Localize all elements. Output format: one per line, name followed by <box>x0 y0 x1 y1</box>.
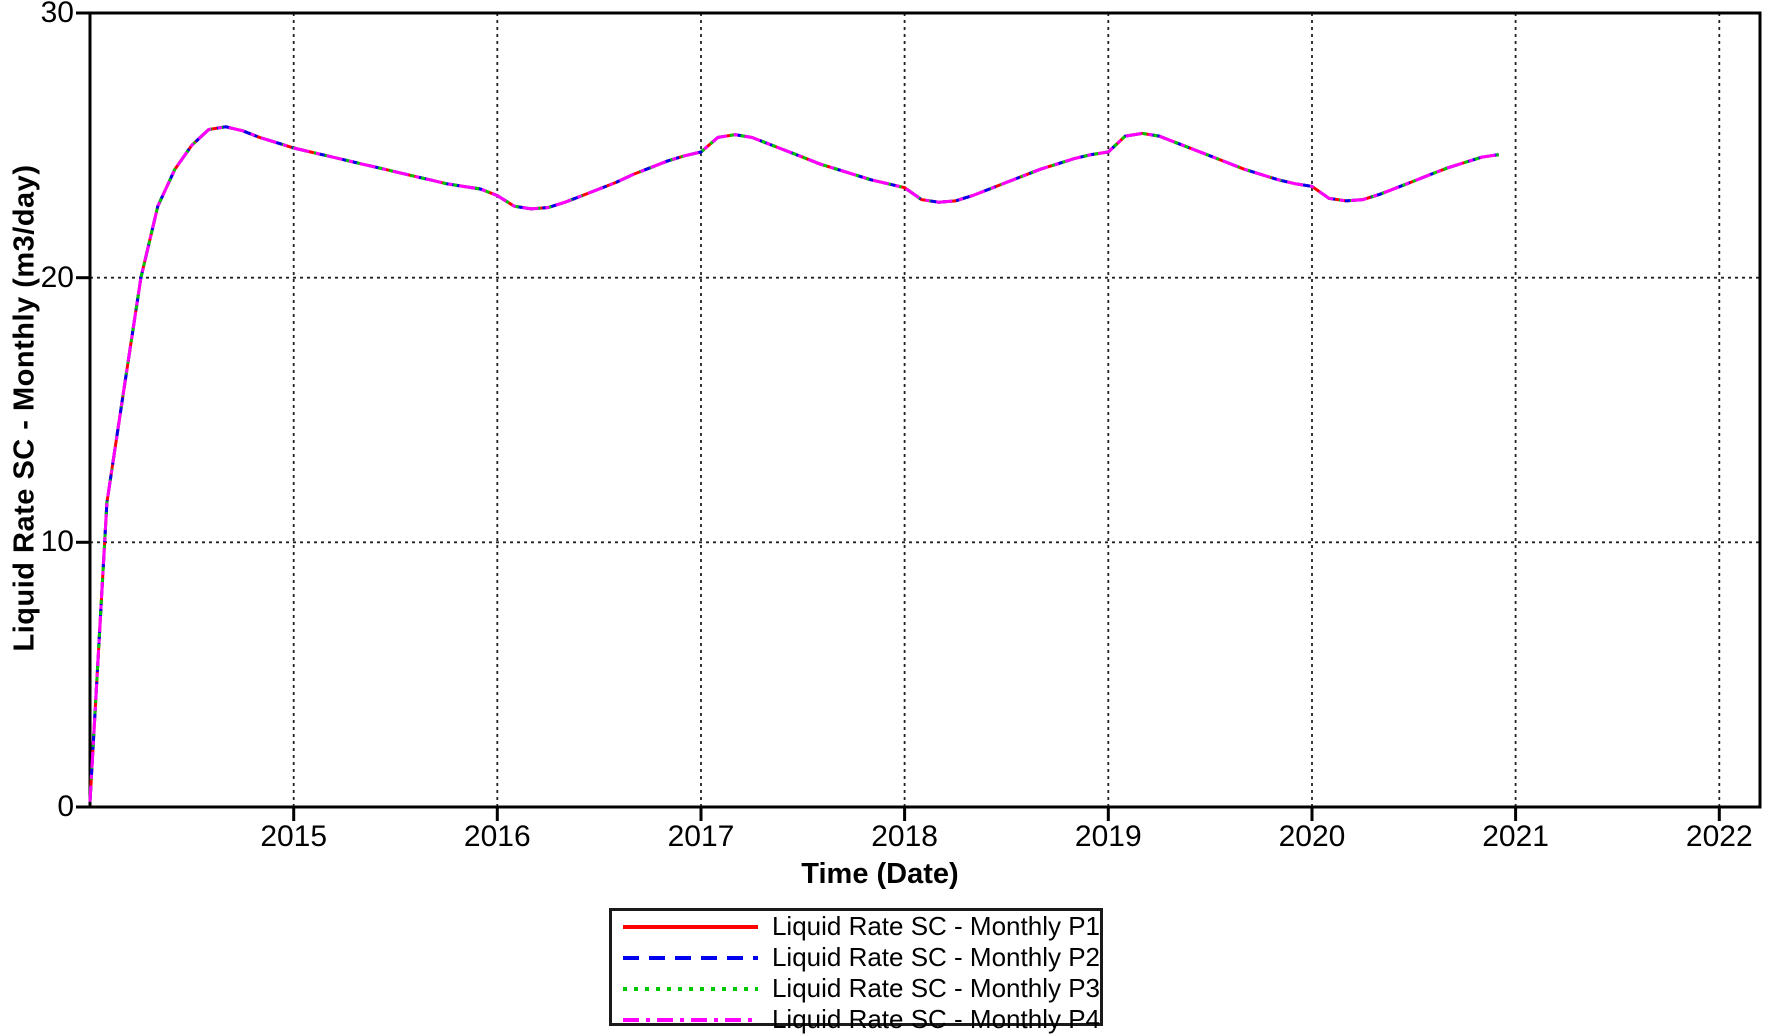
legend-label: Liquid Rate SC - Monthly P4 <box>771 1004 1100 1034</box>
y-tick-label: 0 <box>57 790 74 823</box>
legend-item: Liquid Rate SC - Monthly P4 <box>612 1004 1100 1034</box>
legend-item: Liquid Rate SC - Monthly P1 <box>612 911 1100 942</box>
x-tick-label: 2018 <box>871 820 938 853</box>
x-tick-label: 2017 <box>667 820 735 853</box>
x-tick-label: 2020 <box>1278 820 1346 853</box>
y-tick-label: 10 <box>40 525 74 559</box>
legend-item: Liquid Rate SC - Monthly P3 <box>612 973 1100 1004</box>
legend-swatch-line <box>623 924 758 929</box>
x-tick-label: 2015 <box>260 820 328 853</box>
legend-swatch-line <box>623 986 758 991</box>
x-tick-label: 2022 <box>1685 820 1753 853</box>
x-tick-label: 2016 <box>463 820 531 853</box>
y-tick-label: 20 <box>40 260 74 294</box>
legend-item: Liquid Rate SC - Monthly P2 <box>612 942 1100 973</box>
series-line <box>88 125 1499 802</box>
legend-label: Liquid Rate SC - Monthly P2 <box>771 942 1100 972</box>
legend-label: Liquid Rate SC - Monthly P3 <box>771 973 1100 1003</box>
legend-label: Liquid Rate SC - Monthly P1 <box>771 911 1100 941</box>
x-tick-label: 2019 <box>1074 820 1142 853</box>
x-tick-label: 2021 <box>1482 820 1549 853</box>
plot-frame <box>88 11 1762 809</box>
legend-swatch-line <box>623 955 758 960</box>
x-axis-title: Time (Date) <box>801 858 959 890</box>
series-line <box>88 125 1499 802</box>
y-axis-title: Liquid Rate SC - Monthly (m3/day) <box>8 164 41 652</box>
legend-swatch-line <box>623 1017 758 1022</box>
y-tick-label: 30 <box>40 0 74 29</box>
legend: Liquid Rate SC - Monthly P1 Liquid Rate S… <box>609 908 1103 1034</box>
